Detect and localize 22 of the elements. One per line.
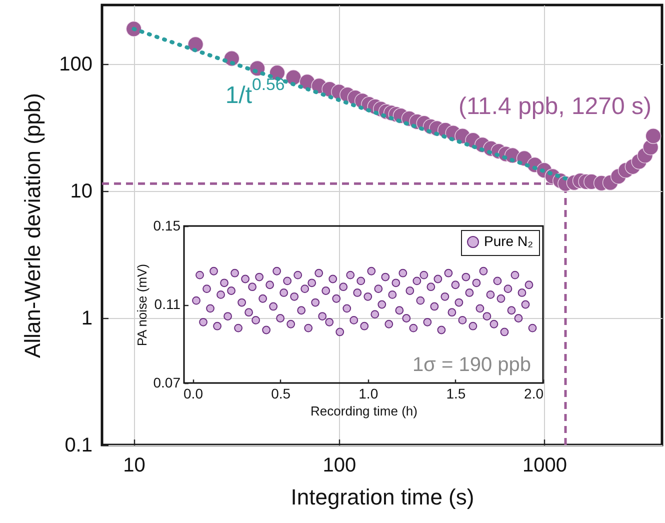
x-tick-label: 0.5: [271, 386, 291, 402]
legend-label: Pure N₂: [484, 233, 534, 249]
annotation: 1σ = 190 ppb: [412, 354, 531, 376]
x-tick-label: 100: [322, 454, 356, 476]
y-axis-title: PA noise (mV): [134, 264, 150, 346]
y-tick-label: 0.07: [153, 374, 181, 390]
x-axis-title: Integration time (s): [290, 484, 474, 510]
x-tick-label: 10: [123, 454, 146, 476]
x-tick-label: 1000: [522, 454, 567, 476]
y-tick-label: 1: [81, 307, 92, 330]
x-tick-label: 1.0: [358, 386, 378, 402]
y-axis-title: Allan-Werle deviation (ppb): [20, 93, 46, 358]
y-tick-label: 100: [59, 53, 92, 76]
x-tick-label: 0.0: [184, 386, 204, 402]
y-tick-label: 0.15: [153, 218, 181, 234]
x-tick-label: 2.0: [524, 386, 544, 402]
y-tick-label: 10: [70, 180, 92, 202]
x-tick-label: 1.5: [446, 386, 466, 402]
x-axis-title: Recording time (h): [310, 404, 418, 418]
annotation: (11.4 ppb, 1270 s): [458, 93, 652, 120]
y-tick-label: 0.11: [154, 296, 181, 312]
y-tick-label: 0.1: [64, 434, 92, 456]
